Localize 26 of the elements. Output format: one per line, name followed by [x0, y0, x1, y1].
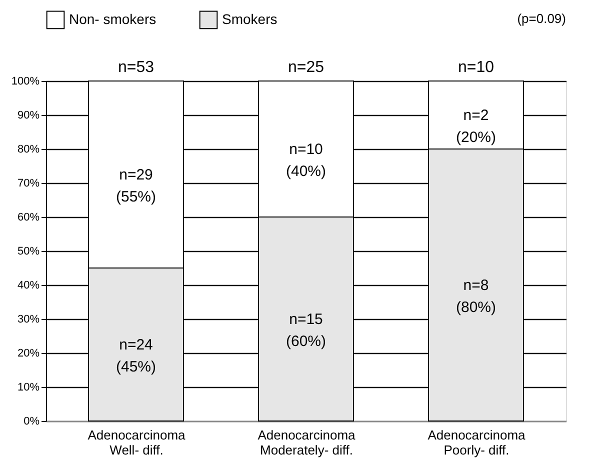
data-label: n=24 (45%)	[116, 336, 156, 376]
y-tick-label: 90%	[17, 110, 40, 122]
y-tick-label: 50%	[17, 246, 40, 258]
y-tick-label: 20%	[17, 348, 40, 360]
y-tick-label: 70%	[17, 178, 40, 190]
x-tick-label: Adenocarcinoma Poorly- diff.	[428, 428, 526, 458]
y-tick-label: 100%	[11, 76, 40, 88]
y-tick-label: 30%	[17, 314, 40, 326]
data-label: n=29 (55%)	[116, 166, 156, 206]
y-tick-label: 10%	[17, 382, 40, 394]
legend-label: Non- smokers	[69, 10, 156, 27]
annotation: n=53	[118, 59, 154, 76]
legend-label: Smokers	[222, 10, 278, 27]
text: (p=0.09)	[517, 11, 566, 26]
annotation: n=25	[288, 59, 324, 76]
y-tick-label: 0%	[24, 416, 40, 428]
y-tick-label: 40%	[17, 280, 40, 292]
y-tick-label: 60%	[17, 212, 40, 224]
x-tick-label: Adenocarcinoma Moderately- diff.	[258, 428, 356, 458]
data-label: n=10 (40%)	[286, 141, 326, 180]
data-label: n=8 (80%)	[456, 277, 496, 316]
annotation: n=10	[458, 59, 494, 76]
y-tick-label: 80%	[17, 144, 40, 156]
data-label: n=2 (20%)	[456, 107, 496, 146]
data-label: n=15 (60%)	[286, 311, 326, 350]
x-tick-label: Adenocarcinoma Well- diff.	[88, 428, 186, 458]
